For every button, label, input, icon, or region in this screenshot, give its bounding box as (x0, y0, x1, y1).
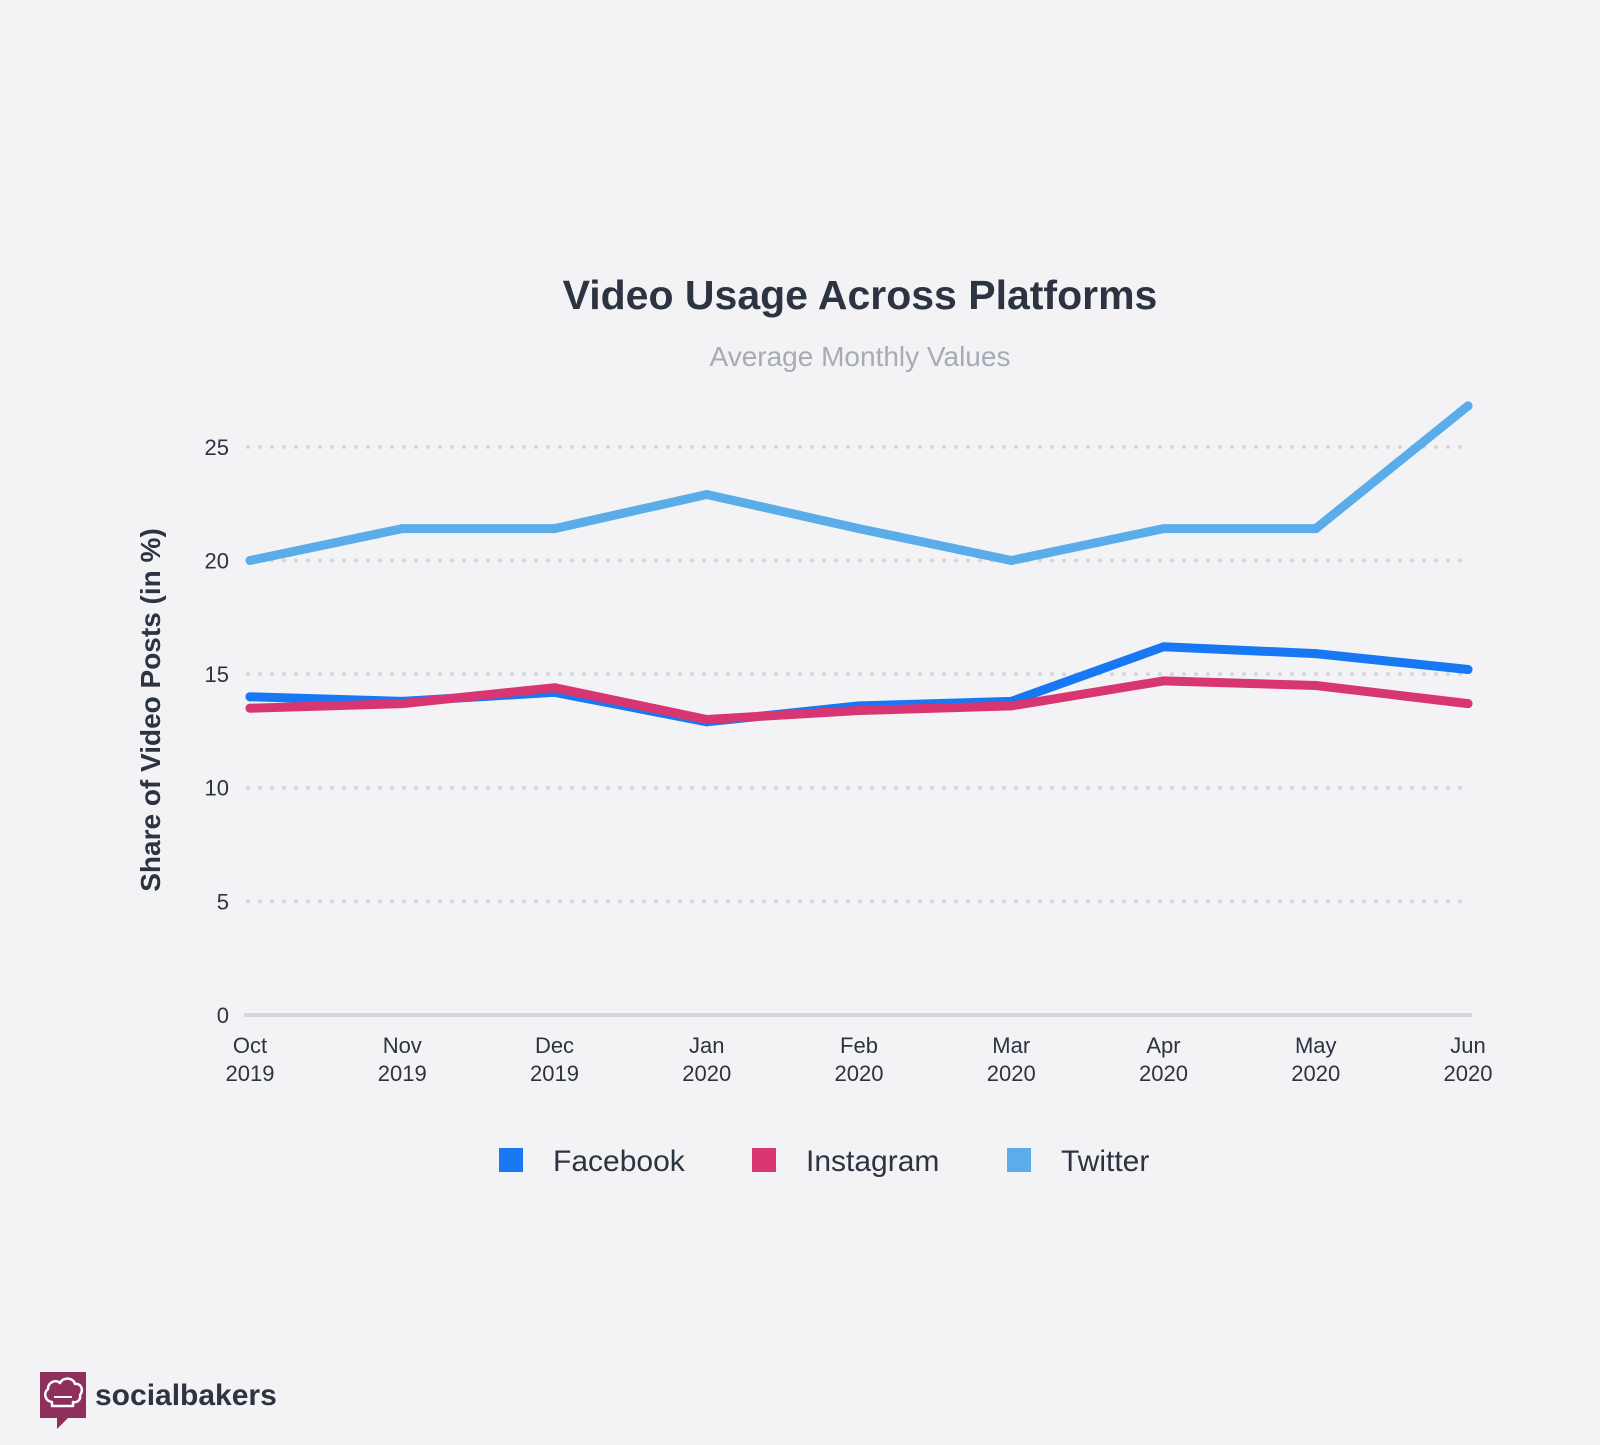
x-tick-year: 2020 (1444, 1061, 1493, 1086)
x-tick-year: 2020 (987, 1061, 1036, 1086)
x-tick-month: Feb (840, 1033, 878, 1058)
twitter-point (1311, 524, 1321, 534)
x-tick-year: 2020 (682, 1061, 731, 1086)
x-tick-label: Nov 2019 (378, 1033, 427, 1086)
x-tick-month: Nov (383, 1033, 422, 1058)
x-tick-label: Feb 2020 (835, 1033, 884, 1086)
instagram-point (1159, 676, 1168, 686)
chart-subtitle: Average Monthly Values (710, 341, 1011, 372)
instagram-point (702, 715, 712, 725)
legend-item-facebook: Facebook (499, 1145, 686, 1178)
twitter-point (1006, 555, 1016, 565)
x-tick-year: 2019 (226, 1061, 275, 1086)
legend-item-instagram: Instagram (752, 1145, 939, 1178)
x-tick-year: 2020 (835, 1061, 884, 1086)
x-tick-label: Apr 2020 (1139, 1033, 1188, 1086)
x-tick-month: May (1295, 1033, 1337, 1058)
legend-label: Facebook (553, 1145, 686, 1178)
x-tick-label: Jan 2020 (682, 1033, 731, 1086)
twitter-series (245, 401, 1473, 565)
instagram-point (1463, 699, 1473, 709)
twitter-point (397, 524, 407, 534)
twitter-line (245, 401, 1473, 565)
facebook-point (245, 692, 255, 702)
twitter-point (245, 555, 255, 565)
legend-swatch (1007, 1148, 1031, 1172)
x-tick-year: 2019 (530, 1061, 579, 1086)
instagram-point (550, 683, 559, 693)
x-tick-month: Jan (689, 1033, 724, 1058)
x-tick-year: 2020 (1291, 1061, 1340, 1086)
twitter-point (550, 524, 559, 534)
legend: Facebook Instagram Twitter (499, 1145, 1149, 1178)
facebook-point (1159, 642, 1168, 652)
x-tick-month: Oct (233, 1033, 267, 1058)
legend-label: Instagram (806, 1145, 939, 1178)
y-tick-label: 20 (205, 548, 229, 573)
x-tick-label: Oct 2019 (226, 1033, 275, 1086)
x-tick-label: May 2020 (1291, 1033, 1340, 1086)
y-tick-label: 25 (205, 435, 229, 460)
brand-name: socialbakers (95, 1379, 277, 1412)
x-tick-month: Jun (1450, 1033, 1485, 1058)
x-tick-label: Mar 2020 (987, 1033, 1036, 1086)
x-tick-month: Mar (992, 1033, 1030, 1058)
chart-title: Video Usage Across Platforms (563, 272, 1158, 318)
x-tick-month: Dec (535, 1033, 574, 1058)
y-axis-ticks: 0 5 10 15 20 25 (205, 435, 229, 1028)
x-axis-ticks: Oct 2019 Nov 2019 Dec 2019 Jan 2020 Feb 2020 Mar 20… (226, 1033, 1493, 1086)
gridlines (246, 444, 1474, 904)
facebook-point (1311, 649, 1321, 659)
y-tick-label: 15 (205, 662, 229, 687)
legend-label: Twitter (1061, 1145, 1149, 1178)
x-tick-month: Apr (1146, 1033, 1180, 1058)
instagram-point (1006, 701, 1016, 711)
twitter-point (702, 490, 712, 500)
instagram-point (854, 705, 864, 715)
x-tick-year: 2019 (378, 1061, 427, 1086)
y-tick-label: 10 (205, 776, 229, 801)
legend-item-twitter: Twitter (1007, 1145, 1149, 1178)
instagram-point (397, 699, 407, 709)
twitter-point (1463, 401, 1473, 411)
instagram-series (245, 676, 1473, 725)
y-axis-label: Share of Video Posts (in %) (135, 528, 166, 892)
chef-hat-icon (40, 1372, 86, 1429)
x-tick-label: Dec 2019 (530, 1033, 579, 1086)
legend-swatch (752, 1148, 776, 1172)
y-tick-label: 0 (217, 1003, 229, 1028)
legend-swatch (499, 1148, 523, 1172)
y-tick-label: 5 (217, 889, 229, 914)
facebook-point (1463, 665, 1473, 675)
instagram-point (1311, 680, 1321, 690)
twitter-point (1159, 524, 1168, 534)
series-lines (245, 401, 1473, 727)
x-tick-year: 2020 (1139, 1061, 1188, 1086)
socialbakers-logo: socialbakers (40, 1372, 277, 1429)
x-tick-label: Jun 2020 (1444, 1033, 1493, 1086)
twitter-point (854, 524, 864, 534)
instagram-point (245, 703, 255, 713)
